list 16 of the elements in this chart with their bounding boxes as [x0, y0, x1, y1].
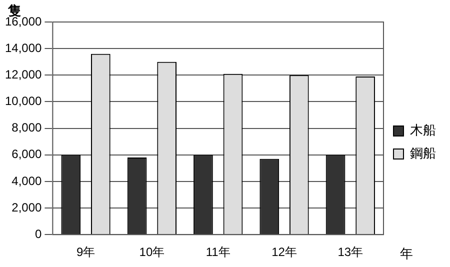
- legend-label: 鋼船: [410, 146, 436, 162]
- y-tick-label: 4,000: [12, 174, 42, 188]
- legend-label: 木船: [410, 123, 436, 138]
- x-tick-label: 12年: [272, 245, 297, 260]
- x-tick-label: 11年: [206, 245, 230, 260]
- y-tick-label: 8,000: [12, 120, 42, 135]
- y-tick-label: 14,000: [5, 40, 42, 55]
- y-tick-label: 0: [35, 226, 42, 241]
- x-tick-label: 10年: [139, 245, 165, 260]
- x-axis-title: 年: [400, 246, 413, 263]
- x-tick-label: 9年: [76, 245, 96, 260]
- y-tick-label: 2,000: [12, 200, 42, 214]
- y-tick-label: 6,000: [12, 147, 42, 162]
- y-tick-label: 10,000: [5, 94, 42, 108]
- y-tick-label: 12,000: [5, 67, 42, 82]
- x-tick-label: 13年: [338, 245, 364, 260]
